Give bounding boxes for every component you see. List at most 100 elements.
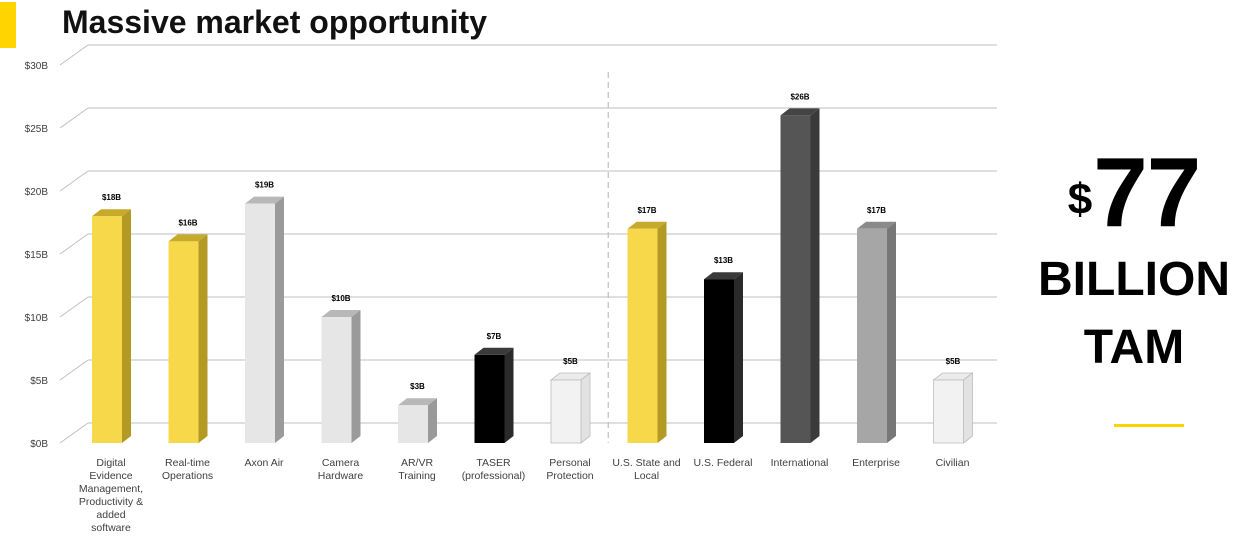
- bar-value-label: $5B: [946, 357, 961, 366]
- bar-side-face: [428, 398, 437, 443]
- bar-3: [321, 310, 361, 443]
- y-tick-label: $10B: [25, 313, 49, 324]
- bar-4: [398, 398, 437, 443]
- gridline-depth: [59, 422, 89, 444]
- bar-side-face: [963, 372, 973, 444]
- bar-front-face: [245, 203, 275, 443]
- tam-number: 77: [1093, 137, 1201, 247]
- tam-unit-label: BILLION: [1038, 253, 1230, 306]
- bar-top-face: [857, 221, 896, 229]
- bar-value-label: $26B: [790, 92, 809, 101]
- bar-value-label: $10B: [331, 294, 350, 303]
- slide-title: Massive market opportunity: [62, 4, 487, 40]
- x-category-label: Digital Evidence Management, Productivity &…: [79, 457, 143, 534]
- bar-value-label: $19B: [255, 181, 274, 190]
- x-category-label: Civilian: [936, 457, 970, 469]
- bar-side-face: [810, 108, 820, 444]
- bar-value-labels: $18B $16B $19B $10B $3B $7B $5B $17B $13B $26B $17…: [102, 92, 961, 391]
- x-category-label-line: Digital: [96, 457, 125, 469]
- bar-value-label: $7B: [487, 332, 502, 341]
- x-category-label-line: software: [91, 522, 131, 534]
- x-category-label: U.S. State and Local: [612, 457, 680, 482]
- x-category-label-line: International: [771, 457, 829, 469]
- tam-callout: $77 BILLION TAM: [1020, 140, 1248, 376]
- bar-top-face: [474, 347, 514, 355]
- bar-value-label: $3B: [410, 382, 425, 391]
- bar-top-face: [627, 221, 667, 229]
- bar-front-face: [474, 354, 505, 443]
- tam-acronym-label: TAM: [1083, 321, 1185, 374]
- y-tick-label: $0B: [30, 439, 48, 450]
- x-category-label-line: Training: [398, 470, 436, 482]
- tam-currency-symbol: $: [1067, 175, 1093, 224]
- chart-bars: [92, 108, 974, 444]
- bar-top-face: [245, 196, 284, 204]
- gridline-depth: [59, 170, 89, 192]
- x-category-label-line: U.S. Federal: [694, 457, 753, 469]
- x-category-label-line: Personal: [549, 457, 590, 469]
- x-category-label-line: Axon Air: [244, 457, 284, 469]
- bar-value-label: $13B: [714, 256, 733, 265]
- bar-front-face: [627, 228, 658, 443]
- x-category-label: International: [771, 457, 829, 469]
- gridline-depth: [59, 44, 89, 66]
- y-tick-label: $25B: [25, 124, 49, 135]
- x-category-label: Camera Hardware: [318, 457, 364, 482]
- bar-top-face: [321, 310, 361, 317]
- x-category-label-line: Evidence: [89, 470, 132, 482]
- bar-side-face: [657, 221, 667, 443]
- y-tick-label: $20B: [25, 187, 49, 198]
- bar-side-face: [275, 196, 284, 443]
- bar-7: [627, 221, 667, 443]
- bar-value-label: $17B: [637, 206, 656, 215]
- bar-front-face: [398, 405, 428, 443]
- x-category-label: AR/VR Training: [398, 457, 436, 482]
- x-category-label-line: TASER: [476, 457, 511, 469]
- bar-top-face: [168, 234, 208, 242]
- bar-value-label: $18B: [102, 193, 121, 202]
- gridline-depth: [59, 296, 89, 318]
- bar-value-label: $17B: [867, 206, 886, 215]
- bar-value-label: $5B: [563, 357, 578, 366]
- x-category-label: TASER (professional): [462, 457, 526, 482]
- x-category-label-line: Enterprise: [852, 457, 900, 469]
- tam-accent-underline: [1114, 424, 1184, 427]
- x-category-label-line: Protection: [546, 470, 593, 482]
- x-category-label-line: Hardware: [318, 470, 364, 482]
- x-category-label: Axon Air: [244, 457, 284, 469]
- bar-front-face: [933, 379, 964, 444]
- bar-side-face: [122, 209, 131, 443]
- bar-side-face: [351, 310, 361, 443]
- bar-10: [857, 221, 896, 443]
- bar-value-label: $16B: [178, 218, 197, 227]
- bar-9: [780, 108, 820, 444]
- x-category-label-line: Productivity &: [79, 496, 143, 508]
- x-category-label: U.S. Federal: [694, 457, 753, 469]
- bar-side-face: [887, 221, 896, 443]
- x-category-label-line: Local: [634, 470, 659, 482]
- bar-11: [932, 372, 974, 444]
- bar-front-face: [321, 317, 352, 443]
- bar-front-face: [780, 115, 811, 444]
- bar-front-face: [857, 228, 887, 443]
- gridline-depth: [59, 233, 89, 255]
- x-category-label-line: Civilian: [936, 457, 970, 469]
- chart-gridlines: [59, 44, 997, 444]
- x-category-label-line: added: [96, 509, 125, 521]
- x-category-label-line: Management,: [79, 483, 143, 495]
- bar-front-face: [704, 279, 734, 443]
- bar-8: [704, 272, 743, 443]
- bar-front-face: [168, 241, 199, 443]
- y-axis-tick-labels: $0B $5B $10B $15B $20B $25B $30B: [25, 61, 49, 450]
- bar-2: [245, 196, 284, 443]
- gridline-depth: [59, 359, 89, 381]
- bar-0: [92, 209, 131, 443]
- y-tick-label: $15B: [25, 250, 49, 261]
- bar-top-face: [92, 209, 131, 217]
- title-accent-bar: [0, 2, 16, 48]
- x-category-label-line: Operations: [162, 470, 213, 482]
- x-category-label: Real-time Operations: [162, 457, 213, 482]
- tam-amount: $77: [1020, 140, 1248, 244]
- bar-side-face: [734, 272, 743, 443]
- bar-side-face: [198, 234, 208, 443]
